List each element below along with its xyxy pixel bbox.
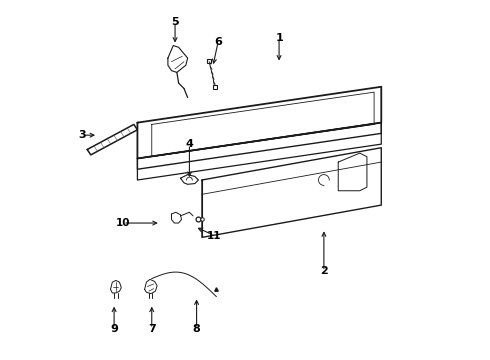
Text: 5: 5 — [172, 17, 179, 27]
Text: 1: 1 — [275, 33, 283, 43]
Text: 11: 11 — [207, 231, 222, 240]
Text: 2: 2 — [320, 266, 328, 276]
Text: 6: 6 — [214, 37, 222, 47]
Text: 3: 3 — [78, 130, 86, 140]
Text: 4: 4 — [186, 139, 194, 149]
Text: 8: 8 — [193, 324, 200, 334]
Text: 9: 9 — [110, 324, 118, 334]
Text: 10: 10 — [116, 218, 130, 228]
Text: 7: 7 — [148, 324, 156, 334]
